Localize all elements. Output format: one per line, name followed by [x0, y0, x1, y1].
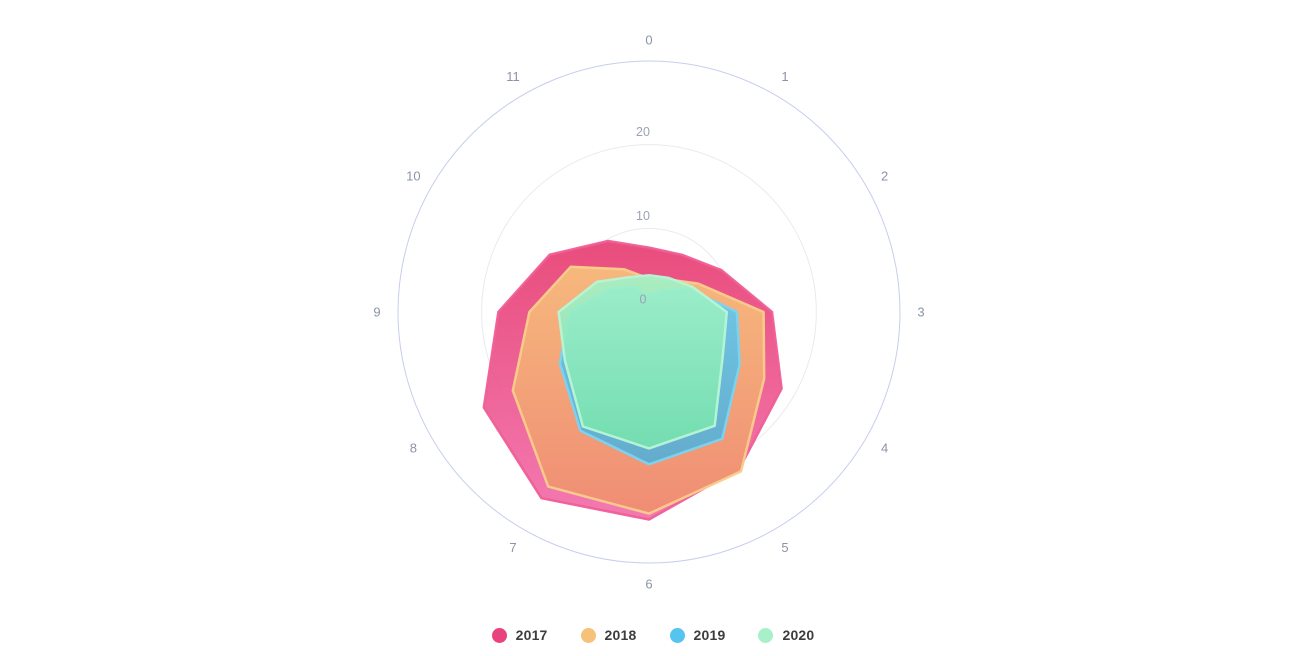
- angle-axis-label-1: 1: [781, 69, 788, 84]
- angle-axis-label-6: 6: [645, 577, 652, 592]
- legend-item-2017[interactable]: 2017: [491, 627, 548, 643]
- radius-axis-label-20: 20: [636, 125, 650, 139]
- legend-item-2020[interactable]: 2020: [758, 627, 814, 643]
- radius-axis-label-0: 0: [640, 293, 647, 307]
- radius-axis-label-10: 10: [636, 209, 650, 223]
- series-area-2020[interactable]: [557, 273, 729, 450]
- angle-axis-label-4: 4: [881, 441, 888, 456]
- legend-label: 2020: [782, 627, 815, 643]
- angle-axis-label-0: 0: [645, 33, 652, 48]
- angle-axis-label-2: 2: [881, 169, 888, 184]
- legend-marker-2019: [669, 627, 685, 643]
- legend-label: 2017: [515, 627, 548, 643]
- polar-outer-ring: [397, 60, 901, 564]
- angle-axis-label-5: 5: [781, 540, 788, 555]
- polar-area-chart: 0 1 2 3 4 5 6 7 8 9 10 11 0 10 20: [373, 33, 924, 592]
- angle-axis-label-3: 3: [917, 305, 924, 320]
- legend-marker-2018: [580, 627, 596, 643]
- legend-item-2019[interactable]: 2019: [669, 627, 726, 643]
- angle-axis-label-10: 10: [406, 169, 420, 184]
- legend-marker-2020: [758, 627, 774, 643]
- angle-axis-label-8: 8: [410, 441, 417, 456]
- legend-label: 2018: [604, 627, 637, 643]
- legend-label: 2019: [693, 627, 726, 643]
- angle-axis-label-7: 7: [509, 540, 516, 555]
- legend-item-2018[interactable]: 2018: [580, 627, 637, 643]
- angle-axis-label-9: 9: [373, 305, 380, 320]
- angle-axis-label-11: 11: [506, 69, 520, 84]
- legend-marker-2017: [491, 627, 507, 643]
- chart-legend: 2017 2018 2019 2020: [0, 627, 1306, 643]
